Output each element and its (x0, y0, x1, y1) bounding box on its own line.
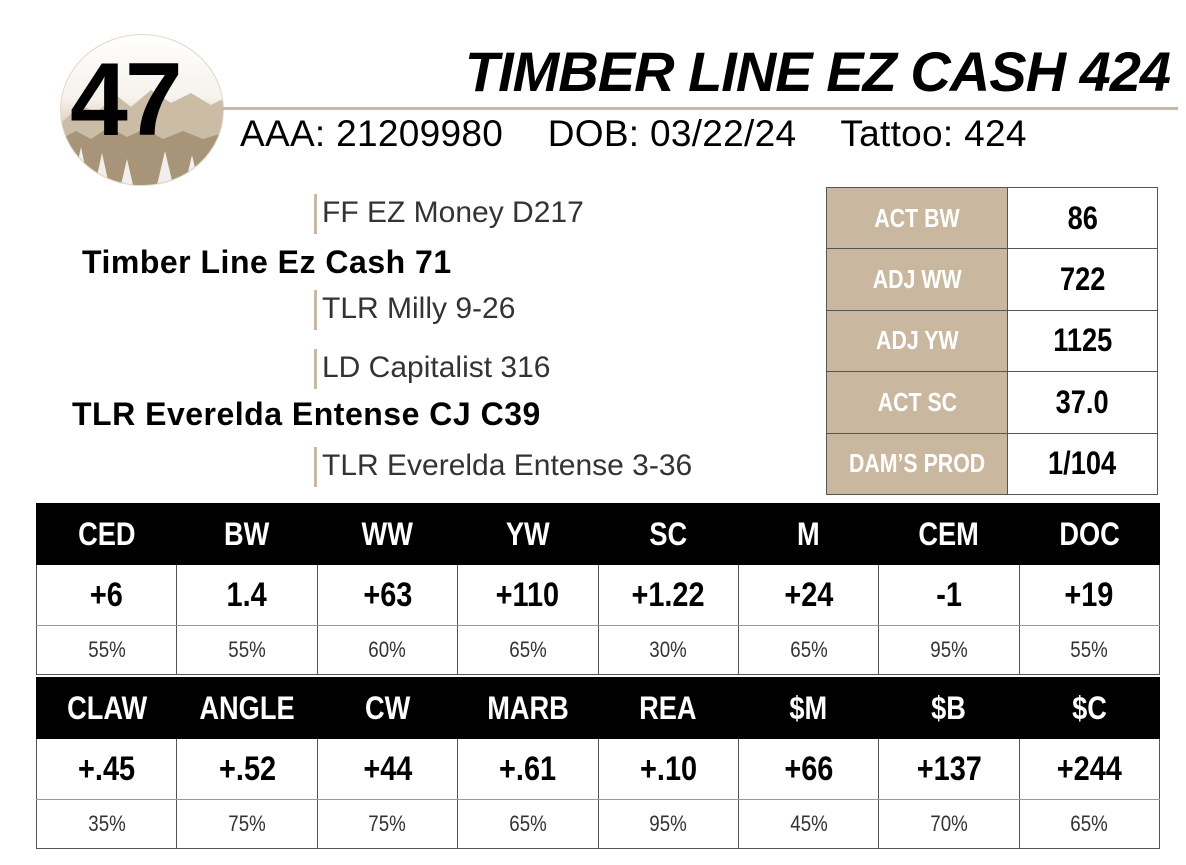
id-line: AAA: 21209980 DOB: 03/22/24 Tattoo: 424 (240, 115, 1027, 152)
epd-value: +110 (496, 575, 560, 614)
epd-accuracy-row: 55% 55% 60% 65% 30% 65% 95% 55% (35, 625, 1161, 675)
epd-accuracy: 45% (789, 811, 828, 836)
epd-table-1: CED BW WW YW SC M CEM DOC +6 1.4 +63 +11… (35, 503, 1161, 675)
epd-value: +63 (362, 575, 412, 614)
epd-accuracy: 35% (87, 811, 126, 836)
header-divider (222, 107, 1178, 110)
epd-accuracy: 65% (789, 637, 828, 662)
tattoo: Tattoo: 424 (840, 113, 1027, 154)
epd-header: MARB (487, 689, 569, 726)
epd-header: CEM (918, 515, 980, 552)
epd-value: +.52 (218, 749, 276, 788)
epd-value: +.45 (78, 749, 136, 788)
epd-value: +44 (362, 749, 412, 788)
epd-header: CLAW (66, 689, 147, 726)
epd-accuracy: 55% (87, 637, 126, 662)
performance-value: 1/104 (1048, 445, 1117, 482)
epd-header-row: CLAW ANGLE CW MARB REA $M $B $C (35, 677, 1161, 739)
lot-badge (60, 34, 224, 186)
epd-value: +66 (784, 749, 834, 788)
epd-value: +137 (916, 749, 982, 788)
pedigree-sire: Timber Line Ez Cash 71 (82, 244, 452, 280)
epd-header: $C (1071, 689, 1107, 726)
epd-header: M (797, 515, 820, 552)
epd-accuracy: 95% (930, 637, 968, 662)
epd-accuracy: 75% (228, 811, 266, 836)
pedigree-dam: TLR Everelda Entense CJ C39 (72, 396, 541, 432)
pedigree-dam-sire: LD Capitalist 316 (314, 349, 550, 389)
epd-header: REA (639, 689, 697, 726)
epd-header: CED (77, 515, 136, 552)
animal-name: TIMBER LINE EZ CASH 424 (464, 40, 1171, 103)
epd-accuracy: 95% (649, 811, 687, 836)
epd-header: CW (364, 689, 411, 726)
epd-accuracy: 30% (649, 637, 687, 662)
performance-row: ADJ YW 1125 (826, 309, 1158, 373)
landscape-graphic (61, 90, 223, 185)
performance-table: ACT BW 86 ADJ WW 722 ADJ YW 1125 ACT SC … (826, 186, 1158, 496)
pedigree-sire-sire: FF EZ Money D217 (314, 194, 584, 234)
epd-accuracy: 75% (368, 811, 407, 836)
date-of-birth: DOB: 03/22/24 (547, 113, 797, 154)
epd-accuracy: 65% (1070, 811, 1109, 836)
epd-accuracy: 65% (509, 811, 547, 836)
epd-accuracy: 70% (930, 811, 968, 836)
epd-header-row: CED BW WW YW SC M CEM DOC (35, 503, 1161, 565)
performance-label: ACT BW (874, 202, 960, 233)
aaa-number: AAA: 21209980 (240, 113, 504, 154)
performance-label: ACT SC (877, 386, 957, 417)
epd-table-2: CLAW ANGLE CW MARB REA $M $B $C +.45 +.5… (35, 677, 1161, 849)
epd-header: WW (361, 515, 414, 552)
performance-row: DAM’S PROD 1/104 (826, 432, 1158, 496)
epd-header: DOC (1059, 515, 1120, 552)
performance-label: ADJ WW (872, 264, 962, 295)
performance-value: 722 (1059, 261, 1106, 298)
epd-accuracy: 55% (228, 637, 266, 662)
performance-label: DAM’S PROD (848, 448, 986, 479)
performance-row: ADJ WW 722 (826, 248, 1158, 311)
performance-value: 37.0 (1056, 383, 1109, 420)
pedigree-sire-dam: TLR Milly 9-26 (314, 290, 515, 330)
pedigree-dam-dam: TLR Everelda Entense 3-36 (314, 447, 692, 487)
lot-number: 47 (70, 42, 183, 158)
epd-header: ANGLE (199, 689, 295, 726)
performance-row: ACT BW 86 (826, 186, 1158, 250)
epd-value: +24 (784, 575, 834, 614)
epd-header: $M (789, 689, 828, 726)
epd-header: $B (931, 689, 967, 726)
epd-header: BW (224, 515, 270, 552)
performance-label: ADJ YW (875, 325, 959, 356)
epd-value-row: +6 1.4 +63 +110 +1.22 +24 -1 +19 (35, 565, 1161, 626)
epd-value: 1.4 (226, 575, 268, 614)
epd-value: +244 (1056, 749, 1122, 788)
epd-value: +.61 (499, 749, 557, 788)
epd-header: YW (505, 515, 550, 552)
epd-accuracy: 60% (368, 637, 407, 662)
performance-row: ACT SC 37.0 (826, 371, 1158, 434)
epd-value: -1 (936, 575, 962, 614)
epd-header: SC (649, 515, 688, 552)
epd-accuracy-row: 35% 75% 75% 65% 95% 45% 70% 65% (35, 799, 1161, 849)
epd-value: +6 (90, 575, 124, 614)
epd-accuracy: 55% (1070, 637, 1109, 662)
epd-value: +.10 (639, 749, 697, 788)
epd-accuracy: 65% (509, 637, 547, 662)
performance-value: 1125 (1052, 322, 1112, 359)
epd-value: +19 (1064, 575, 1114, 614)
epd-value: +1.22 (631, 575, 705, 614)
performance-value: 86 (1067, 199, 1098, 236)
epd-value-row: +.45 +.52 +44 +.61 +.10 +66 +137 +244 (35, 739, 1161, 800)
